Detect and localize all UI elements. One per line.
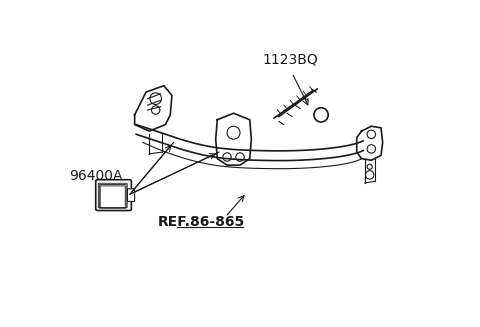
Text: 96400A: 96400A [69,169,122,183]
Text: 1123BQ: 1123BQ [263,53,318,67]
Text: REF.86-865: REF.86-865 [157,215,245,229]
FancyBboxPatch shape [128,189,134,201]
FancyBboxPatch shape [96,180,132,211]
